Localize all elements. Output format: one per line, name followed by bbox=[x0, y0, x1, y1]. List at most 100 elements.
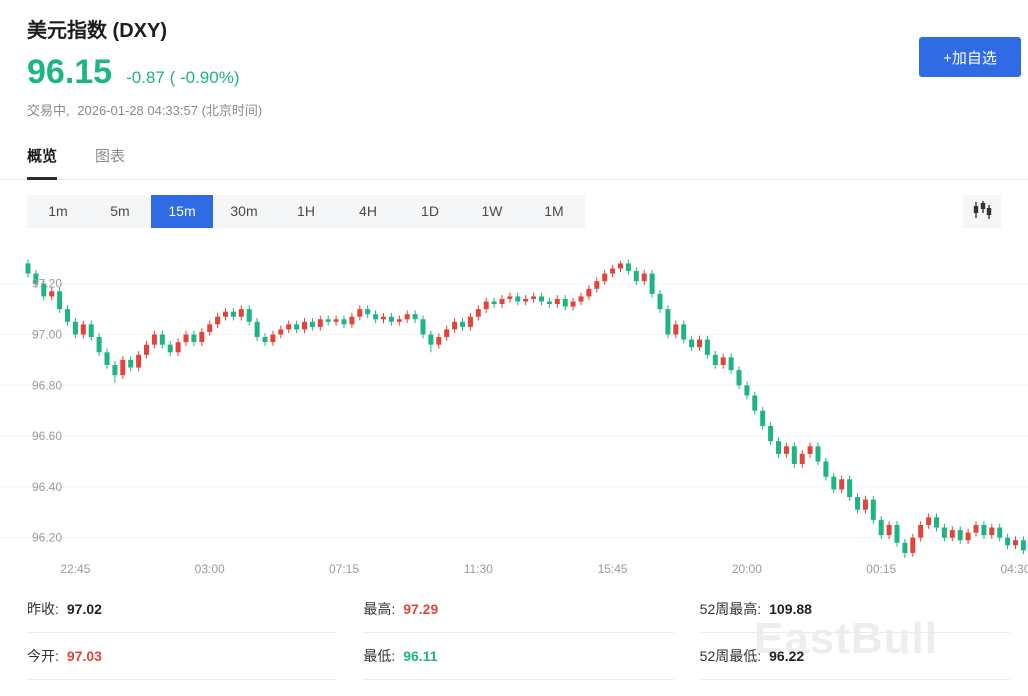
x-axis-tick-label: 11:30 bbox=[463, 562, 493, 576]
x-axis-tick-label: 20:00 bbox=[731, 562, 762, 576]
candle bbox=[1013, 540, 1018, 546]
candle bbox=[586, 288, 592, 297]
candle bbox=[689, 339, 695, 348]
candle bbox=[404, 314, 410, 320]
candle bbox=[807, 446, 813, 454]
x-axis-tick-label: 22:45 bbox=[60, 562, 91, 576]
price-section: 96.15 -0.87 ( -0.90%) bbox=[27, 53, 1001, 92]
timeframe-4h[interactable]: 4H bbox=[359, 203, 377, 219]
y-axis-tick-label: 97.20 bbox=[32, 277, 62, 291]
candle bbox=[665, 309, 671, 335]
candle bbox=[183, 334, 189, 343]
candle bbox=[602, 273, 608, 282]
timeframe-30m[interactable]: 30m bbox=[230, 203, 258, 219]
candle bbox=[934, 517, 939, 528]
candle bbox=[112, 364, 118, 376]
candle bbox=[104, 352, 110, 365]
x-axis-tick-label: 03:00 bbox=[194, 562, 225, 576]
tab-overview[interactable]: 概览 bbox=[27, 145, 58, 180]
candle bbox=[744, 385, 750, 396]
stat-value: 96.22 bbox=[769, 648, 805, 664]
candle bbox=[515, 296, 521, 302]
candle bbox=[673, 324, 679, 335]
candle bbox=[949, 530, 955, 538]
candle bbox=[223, 311, 228, 317]
candle bbox=[128, 359, 134, 368]
candle bbox=[554, 298, 560, 305]
candle bbox=[894, 524, 900, 543]
timeframe-1m-month[interactable]: 1M bbox=[544, 203, 564, 219]
y-axis-tick-label: 96.20 bbox=[32, 531, 62, 545]
candle bbox=[388, 316, 394, 322]
candle bbox=[720, 357, 726, 365]
candle bbox=[412, 314, 418, 320]
candle bbox=[396, 319, 402, 322]
chart-area: 97.20 97.00 96.80 96.60 96.40 96.20 22:45 03:0… bbox=[0, 238, 1028, 582]
timeframe-15m[interactable]: 15m bbox=[151, 195, 213, 228]
header: 美元指数 (DXY) 96.15 -0.87 ( -0.90%) 交易中, 20… bbox=[0, 0, 1028, 119]
candle bbox=[499, 298, 505, 305]
stats-panel: 昨收: 97.02 最高: 97.29 52周最高: 109.88 今开: 97… bbox=[0, 582, 1028, 680]
stat-label: 今开: bbox=[27, 648, 59, 664]
candle bbox=[191, 334, 197, 343]
timeframe-1h[interactable]: 1H bbox=[297, 203, 315, 219]
candle bbox=[957, 530, 963, 541]
candle bbox=[831, 476, 837, 490]
candle bbox=[57, 291, 63, 310]
stat-52w-high: 52周最高: 109.88 bbox=[699, 586, 1010, 633]
candle bbox=[373, 314, 379, 320]
candle bbox=[428, 334, 434, 345]
y-axis-tick-label: 96.40 bbox=[32, 480, 62, 494]
stat-label: 52周最低: bbox=[699, 648, 762, 664]
watermark: EastBull bbox=[753, 614, 938, 663]
chart-type-button[interactable] bbox=[963, 195, 1001, 228]
candle bbox=[523, 298, 529, 302]
candle bbox=[254, 321, 260, 338]
candle bbox=[420, 319, 426, 335]
candle bbox=[25, 263, 31, 274]
candle bbox=[681, 324, 687, 340]
candle bbox=[238, 309, 244, 317]
candle bbox=[246, 309, 252, 322]
add-watchlist-button[interactable]: +加自选 bbox=[919, 37, 1021, 77]
candle bbox=[230, 311, 236, 317]
candle bbox=[262, 337, 268, 343]
candle bbox=[918, 524, 924, 538]
timeframe-5m[interactable]: 5m bbox=[110, 203, 130, 219]
candle bbox=[633, 271, 639, 282]
candle bbox=[941, 527, 947, 538]
candle bbox=[357, 309, 363, 317]
stat-label: 52周最高: bbox=[699, 601, 762, 617]
timeframe-1d[interactable]: 1D bbox=[421, 203, 439, 219]
candle bbox=[491, 301, 497, 305]
price-chart[interactable]: 97.20 97.00 96.80 96.60 96.40 96.20 bbox=[0, 238, 1028, 558]
candle bbox=[349, 316, 355, 325]
candle bbox=[381, 316, 386, 320]
candle bbox=[823, 461, 829, 477]
timeframe-1w[interactable]: 1W bbox=[481, 203, 503, 219]
candle bbox=[783, 446, 789, 454]
candle bbox=[641, 273, 647, 282]
candle bbox=[531, 296, 537, 299]
candle bbox=[167, 344, 173, 353]
candle bbox=[965, 532, 971, 541]
tab-chart[interactable]: 图表 bbox=[95, 148, 126, 165]
candle bbox=[175, 342, 181, 353]
timeframe-1m[interactable]: 1m bbox=[48, 203, 68, 219]
candle bbox=[847, 479, 853, 498]
candle bbox=[452, 321, 458, 330]
candle bbox=[539, 296, 544, 302]
candle bbox=[926, 517, 932, 525]
candle bbox=[72, 321, 78, 335]
y-axis-tick-label: 96.80 bbox=[32, 378, 62, 392]
candle bbox=[151, 334, 157, 345]
candle bbox=[594, 281, 600, 289]
price-value: 96.15 bbox=[27, 53, 113, 91]
candle bbox=[199, 331, 205, 343]
candle bbox=[294, 324, 300, 330]
candle bbox=[562, 298, 568, 307]
candle bbox=[981, 524, 987, 536]
y-axis-tick-label: 97.00 bbox=[32, 328, 62, 342]
candle bbox=[736, 370, 742, 386]
stat-value: 96.11 bbox=[403, 648, 438, 664]
